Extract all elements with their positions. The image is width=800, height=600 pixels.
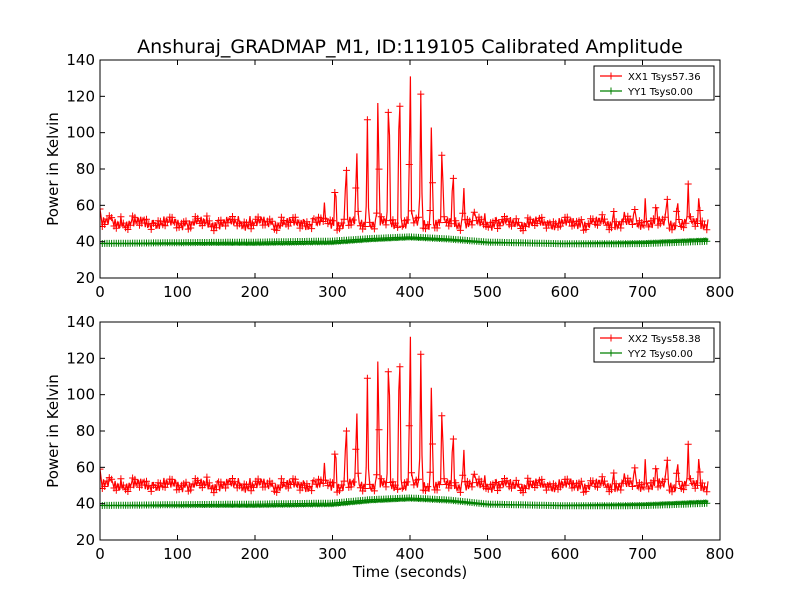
legend: XX2 Tsys58.38 YY2 Tsys0.00 (593, 327, 715, 363)
y-axis-label: Power in Kelvin (44, 374, 62, 488)
x-tick-label: 600 (551, 283, 580, 301)
y-tick-label: 60 (76, 196, 95, 214)
x-tick-label: 400 (396, 545, 425, 563)
series-xx-line (100, 76, 711, 235)
y-tick-label: 140 (66, 313, 95, 331)
subplot-top: 0 100 200 300 400 500 600 700 800 20 40 60 80 100 120 1… (44, 51, 734, 301)
x-axis-label: Time (seconds) (352, 563, 468, 581)
y-tick-label: 80 (76, 160, 95, 178)
x-tick-label: 0 (95, 545, 105, 563)
x-tick-label: 700 (628, 545, 657, 563)
y-tick-label: 40 (76, 495, 95, 513)
legend: XX1 Tsys57.36 YY1 Tsys0.00 (593, 65, 715, 101)
y-tick-label: 20 (76, 531, 95, 549)
x-tick-label: 100 (163, 545, 192, 563)
y-tick-label: 100 (66, 386, 95, 404)
x-tick-label: 600 (551, 545, 580, 563)
x-tick-label: 700 (628, 283, 657, 301)
y-tick-label: 120 (66, 87, 95, 105)
y-tick-label: 40 (76, 233, 95, 251)
x-tick-label: 400 (396, 283, 425, 301)
y-tick-label: 140 (66, 51, 95, 69)
y-tick-label: 20 (76, 269, 95, 287)
x-tick-label: 200 (241, 545, 270, 563)
subplot-bottom: 0 100 200 300 400 500 600 700 800 20 40 60 80 100 120 1… (44, 313, 734, 581)
x-tick-label: 300 (318, 283, 347, 301)
x-tick-label: 300 (318, 545, 347, 563)
legend-entry: YY2 Tsys0.00 (627, 349, 693, 360)
x-tick-label: 0 (95, 283, 105, 301)
x-tick-label: 800 (706, 545, 735, 563)
x-tick-label: 500 (473, 545, 502, 563)
series-xx-line (100, 336, 711, 497)
x-tick-label: 800 (706, 283, 735, 301)
y-tick-label: 120 (66, 349, 95, 367)
x-tick-label: 100 (163, 283, 192, 301)
x-tick-label: 500 (473, 283, 502, 301)
series-yy-line (100, 233, 711, 248)
y-tick-label: 60 (76, 458, 95, 476)
legend-entry: XX1 Tsys57.36 (628, 72, 701, 83)
series-yy-line (100, 494, 711, 510)
legend-entry: XX2 Tsys58.38 (628, 334, 701, 345)
legend-entry: YY1 Tsys0.00 (627, 87, 693, 98)
x-tick-label: 200 (241, 283, 270, 301)
y-axis-label: Power in Kelvin (44, 112, 62, 226)
y-tick-label: 80 (76, 422, 95, 440)
y-tick-label: 100 (66, 124, 95, 142)
figure-title: Anshuraj_GRADMAP_M1, ID:119105 Calibrate… (137, 36, 683, 58)
